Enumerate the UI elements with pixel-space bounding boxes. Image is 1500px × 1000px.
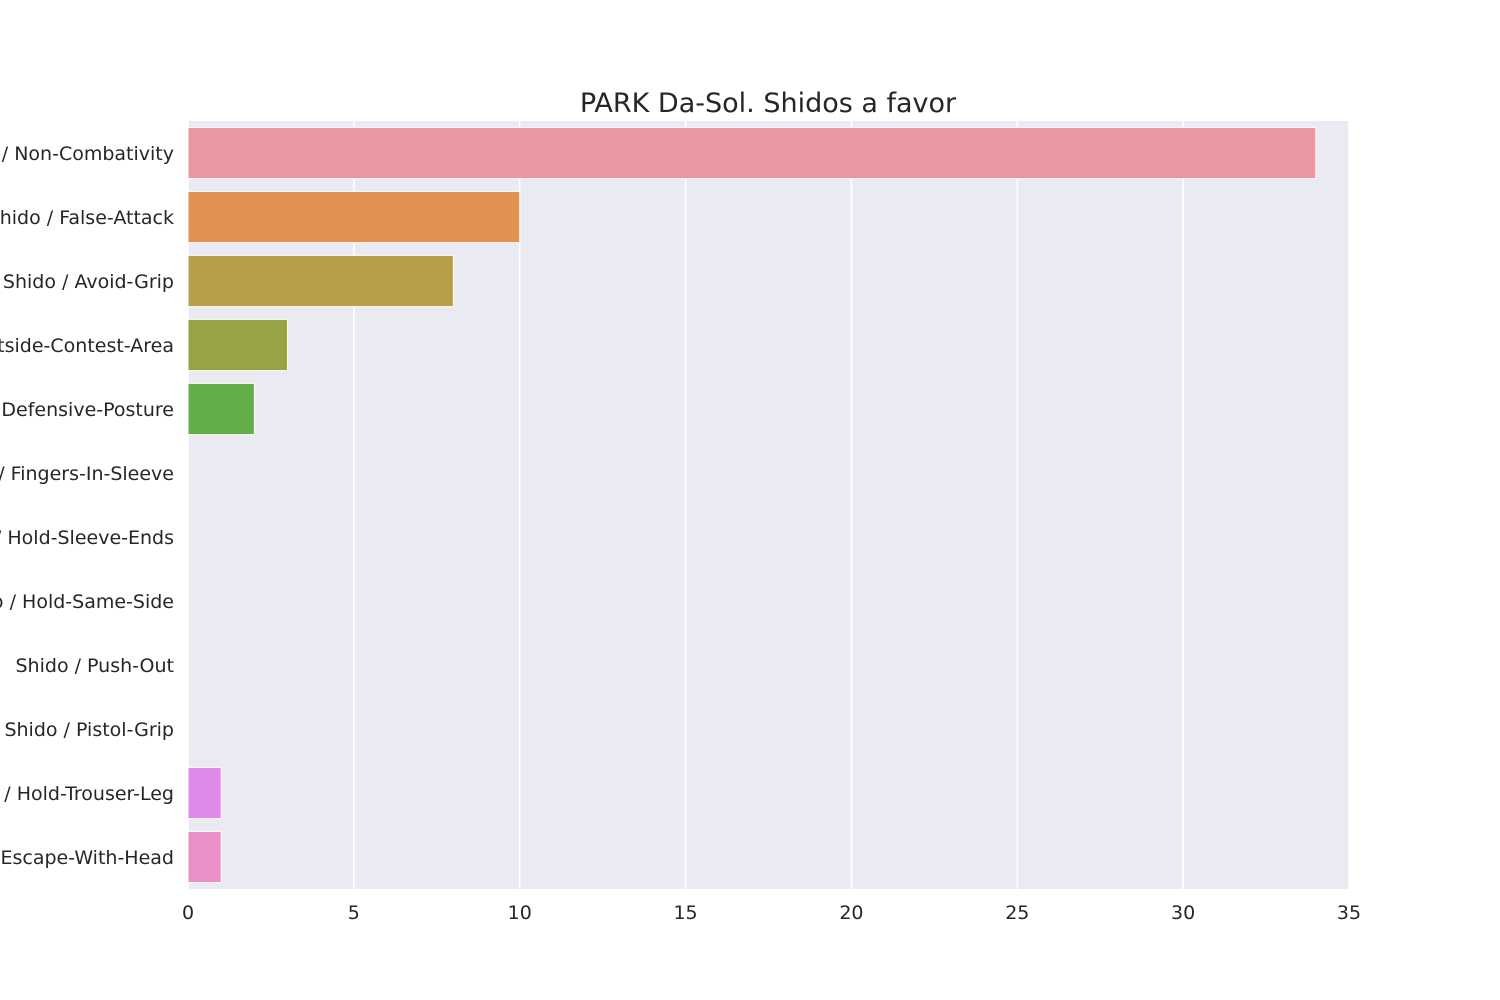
y-tick-labels: Shido / Non-Combativity Shido / False-Att… [0, 143, 174, 869]
bar [187, 190, 521, 244]
y-tick-label: Shido / Outside-Contest-Area [0, 335, 174, 357]
y-tick-label: Shido / Non-Combativity [0, 143, 174, 165]
chart-title: PARK Da-Sol. Shidos a favor [580, 88, 957, 119]
y-tick-label: Shido / Push-Out [16, 655, 175, 677]
y-tick-label: Shido / False-Attack [0, 207, 174, 229]
bar [187, 766, 222, 820]
x-tick-label: 25 [1005, 902, 1029, 924]
bar [187, 382, 255, 436]
y-tick-label: Shido / Hold-Trouser-Leg [0, 783, 174, 805]
bar [187, 318, 289, 372]
y-tick-label: Shido / Pistol-Grip [4, 719, 174, 741]
y-tick-label: Shido / Fingers-In-Sleeve [0, 463, 174, 485]
plot-background [188, 121, 1349, 889]
x-tick-label: 20 [839, 902, 863, 924]
bar [187, 126, 1317, 180]
x-tick-label: 10 [508, 902, 532, 924]
x-tick-label: 5 [348, 902, 360, 924]
x-tick-label: 0 [182, 902, 194, 924]
y-tick-label: Shido / Escape-With-Head [0, 847, 174, 869]
y-tick-label: Shido / Avoid-Grip [3, 271, 174, 293]
bar [187, 830, 222, 884]
x-tick-label: 15 [673, 902, 697, 924]
y-tick-label: Shido / Defensive-Posture [0, 399, 174, 421]
y-tick-label: Shido / Hold-Same-Side [0, 591, 174, 613]
x-tick-labels: 0 5 10 15 20 25 30 35 [182, 902, 1361, 924]
x-tick-label: 30 [1171, 902, 1195, 924]
y-tick-label: Shido / Hold-Sleeve-Ends [0, 527, 174, 549]
bar [187, 254, 454, 308]
grid-lines [187, 121, 1350, 889]
bars [187, 126, 1317, 884]
x-tick-label: 35 [1337, 902, 1361, 924]
